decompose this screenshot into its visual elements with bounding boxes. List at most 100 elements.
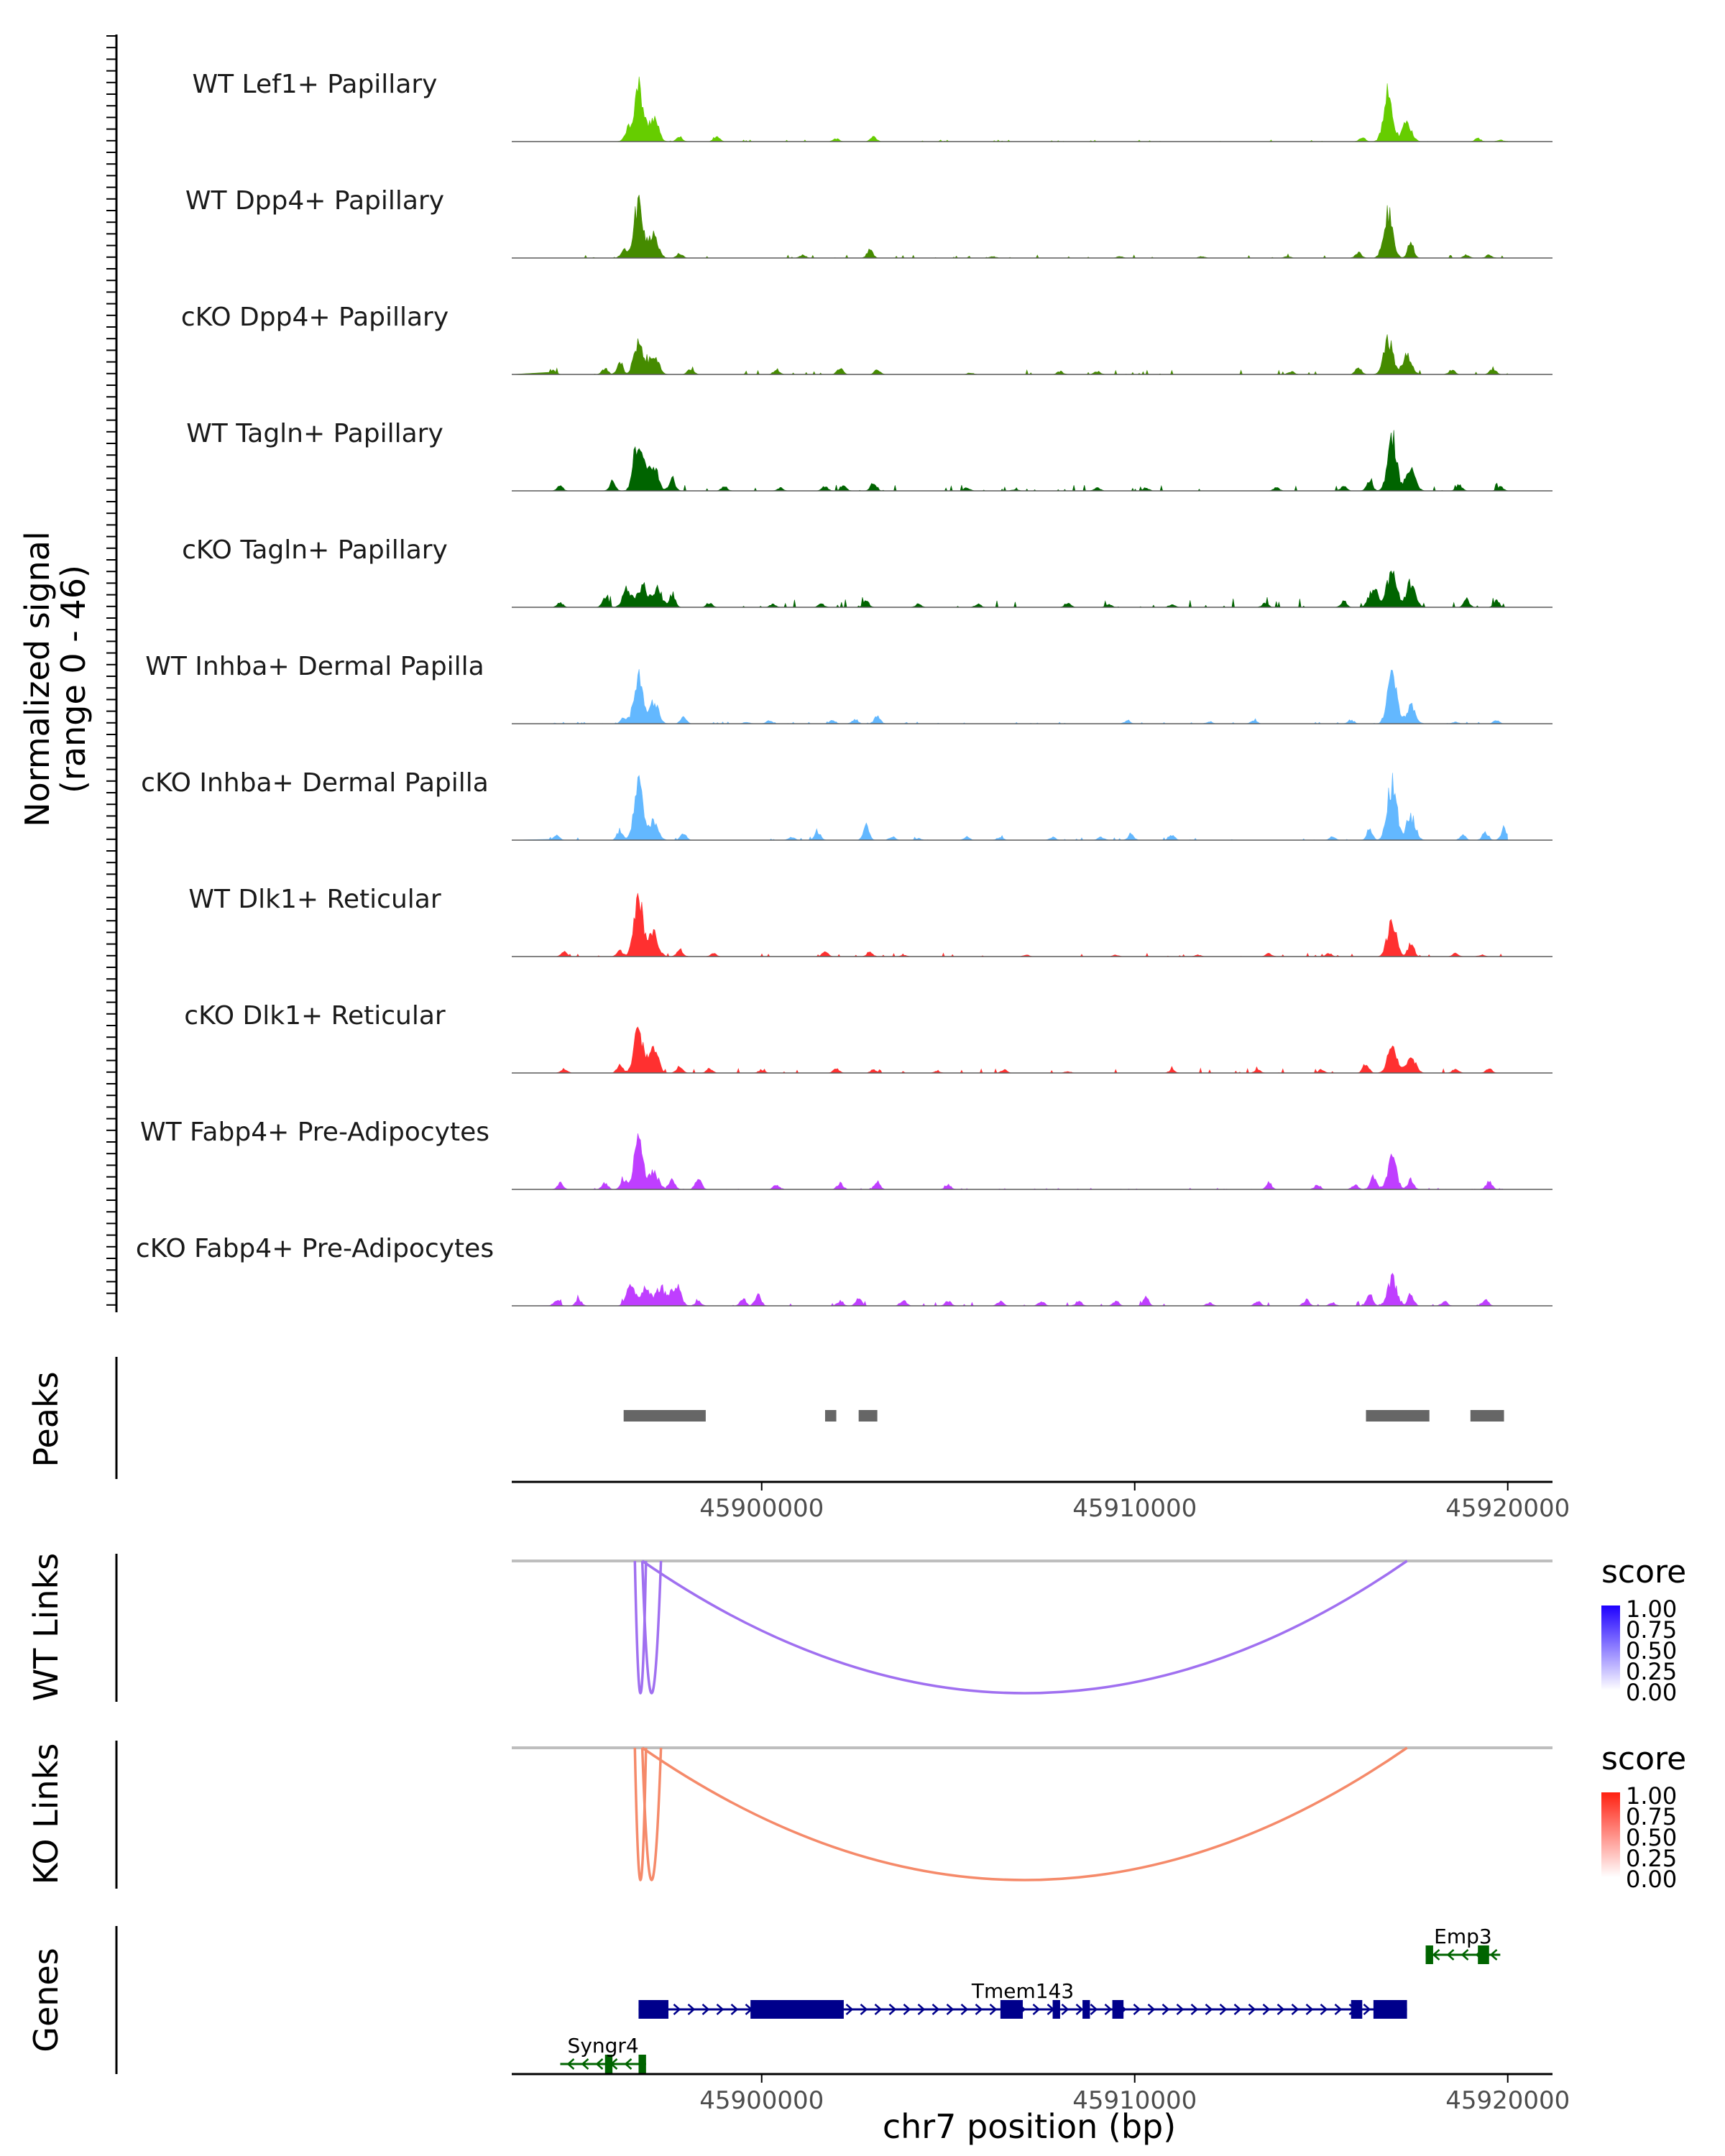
track-10: cKO Fabp4+ Pre-Adipocytes — [136, 1234, 1552, 1307]
strand-arrow — [1075, 2004, 1084, 2015]
track-label: WT Lef1+ Papillary — [193, 70, 438, 99]
gene-emp3: Emp3 — [1425, 1925, 1501, 1964]
strand-arrow — [1320, 2004, 1328, 2015]
coverage-area — [512, 669, 1508, 724]
genes-track: Genes Tmem143 Syngr4 Emp3 — [27, 1925, 1501, 2074]
gene-exon — [1373, 2000, 1407, 2019]
legend-title: score — [1601, 1741, 1686, 1777]
strand-arrow — [1334, 2004, 1343, 2015]
strand-arrow — [860, 2004, 868, 2015]
score-legend: score 1.000.750.500.250.00 — [1601, 1554, 1686, 1706]
gene-syngr4: Syngr4 — [560, 2034, 646, 2073]
strand-arrow — [624, 2058, 632, 2070]
links-track-label: KO Links — [27, 1743, 65, 1885]
track-label: cKO Tagln+ Papillary — [182, 535, 448, 565]
track-label: WT Dlk1+ Reticular — [188, 885, 441, 914]
gene-exon — [1425, 1945, 1433, 1964]
x-axis-genes-tick-label: 45900000 — [699, 2086, 824, 2115]
strand-arrow — [1162, 2004, 1170, 2015]
track-9: WT Fabp4+ Pre-Adipocytes — [140, 1118, 1552, 1190]
strand-arrow — [595, 2058, 604, 2070]
peak-region — [623, 1410, 706, 1422]
gene-name-label: Tmem143 — [971, 1979, 1074, 2003]
links-track-1: KO Links score 1.000.750.500.250.00 — [27, 1741, 1686, 1893]
track-8: cKO Dlk1+ Reticular — [184, 1001, 1552, 1074]
y-axis-label-line2: (range 0 - 46) — [54, 565, 93, 793]
score-legend: score 1.000.750.500.250.00 — [1601, 1741, 1686, 1893]
track-label: WT Inhba+ Dermal Papilla — [145, 652, 484, 681]
x-axis-peaks-tick-label: 45900000 — [699, 1494, 824, 1523]
strand-arrow — [1248, 2004, 1256, 2015]
gene-exon — [750, 2000, 844, 2019]
track-0: WT Lef1+ Papillary — [193, 70, 1552, 142]
x-axis-peaks-tick-label: 45920000 — [1445, 1494, 1570, 1523]
legend-tick-label: 1.00 — [1626, 1782, 1677, 1810]
coverage-area — [512, 570, 1508, 608]
gene-exon — [638, 2055, 646, 2073]
strand-arrow — [1446, 1949, 1455, 1961]
strand-arrow — [903, 2004, 911, 2015]
legend-tick-label: 0.25 — [1626, 1658, 1677, 1685]
strand-arrow — [1032, 2004, 1041, 2015]
link-arc — [641, 1560, 1408, 1695]
strand-arrow — [1291, 2004, 1300, 2015]
genes-track-label: Genes — [27, 1948, 65, 2052]
legend-tick-label: 0.50 — [1626, 1824, 1677, 1851]
legend-tick-label: 0.75 — [1626, 1616, 1677, 1644]
link-arc — [640, 1747, 663, 1881]
track-2: cKO Dpp4+ Papillary — [181, 303, 1552, 375]
strand-arrow — [975, 2004, 983, 2015]
strand-arrow — [1460, 1949, 1469, 1961]
strand-arrow — [960, 2004, 969, 2015]
x-axis-genes-tick-label: 45920000 — [1445, 2086, 1570, 2115]
strand-arrow — [1305, 2004, 1314, 2015]
x-axis-genes: 45900000 45910000 45920000 — [512, 2073, 1570, 2115]
track-1: WT Dpp4+ Papillary — [185, 186, 1552, 259]
links-track-0: WT Links score 1.000.750.500.250.00 — [27, 1553, 1686, 1706]
x-axis-peaks-tick-label: 45910000 — [1072, 1494, 1197, 1523]
strand-arrow — [1133, 2004, 1141, 2015]
legend-title: score — [1601, 1554, 1686, 1590]
peak-region — [858, 1410, 878, 1422]
strand-arrow — [566, 2058, 575, 2070]
track-3: WT Tagln+ Papillary — [186, 419, 1552, 492]
coverage-area — [512, 893, 1508, 957]
strand-arrow — [845, 2004, 854, 2015]
track-label: cKO Fabp4+ Pre-Adipocytes — [136, 1234, 494, 1263]
strand-arrow — [687, 2004, 696, 2015]
coverage-area — [511, 334, 1509, 375]
legend-tick-label: 0.50 — [1626, 1637, 1677, 1664]
coverage-area — [512, 1133, 1508, 1190]
strand-arrow — [1489, 1949, 1498, 1961]
strand-arrow — [1176, 2004, 1184, 2015]
strand-arrow — [888, 2004, 897, 2015]
strand-arrow — [1432, 1949, 1440, 1961]
legend-tick-label: 0.75 — [1626, 1803, 1677, 1830]
link-arc — [640, 1560, 663, 1695]
strand-arrow — [730, 2004, 739, 2015]
coverage-area — [512, 76, 1509, 142]
strand-arrow — [946, 2004, 954, 2015]
track-label: WT Dpp4+ Papillary — [185, 186, 444, 216]
gene-tmem143: Tmem143 — [638, 1979, 1407, 2019]
gene-exon — [1000, 2000, 1024, 2019]
gene-exon — [1478, 1945, 1489, 1964]
gene-name-label: Syngr4 — [568, 2034, 639, 2058]
strand-arrow — [1147, 2004, 1156, 2015]
strand-arrow — [989, 2004, 998, 2015]
links-track-label: WT Links — [27, 1553, 65, 1701]
peak-region — [1366, 1410, 1430, 1422]
strand-arrow — [673, 2004, 681, 2015]
gene-exon — [1052, 2000, 1060, 2019]
strand-arrow — [702, 2004, 710, 2015]
x-axis-peaks: 45900000 45910000 45920000 — [512, 1480, 1570, 1523]
legend-tick-label: 0.00 — [1626, 1866, 1677, 1893]
x-axis-genes-tick-label: 45910000 — [1072, 2086, 1197, 2115]
strand-arrow — [874, 2004, 883, 2015]
coverage-area — [512, 430, 1509, 492]
strand-arrow — [917, 2004, 926, 2015]
legend-colorbar — [1601, 1792, 1620, 1877]
track-label: cKO Dpp4+ Papillary — [181, 303, 448, 332]
